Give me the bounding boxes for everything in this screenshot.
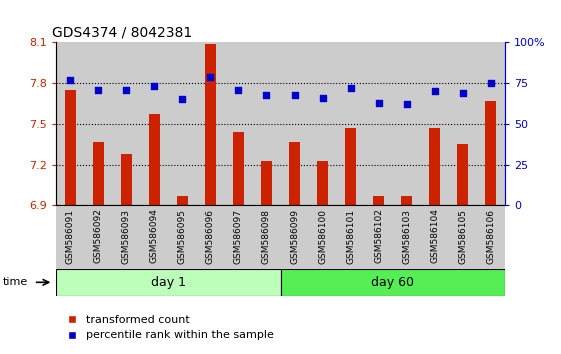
Bar — [280, 205, 309, 269]
Bar — [345, 128, 356, 205]
Text: GSM586106: GSM586106 — [486, 209, 495, 263]
Bar — [196, 42, 224, 205]
Bar — [56, 42, 84, 205]
Point — [430, 88, 439, 94]
Point — [262, 92, 271, 97]
Point — [318, 95, 327, 101]
Bar — [289, 142, 300, 205]
Text: GSM586101: GSM586101 — [346, 209, 355, 263]
Bar — [93, 142, 104, 205]
Bar — [252, 205, 280, 269]
Text: GSM586095: GSM586095 — [178, 209, 187, 263]
Bar — [56, 269, 280, 296]
Bar — [280, 42, 309, 205]
Point — [290, 92, 299, 97]
Bar — [365, 205, 393, 269]
Point — [374, 100, 383, 105]
Point — [206, 74, 215, 80]
Bar — [429, 128, 440, 205]
Bar — [205, 44, 216, 205]
Bar — [252, 42, 280, 205]
Bar — [477, 205, 505, 269]
Bar — [393, 42, 421, 205]
Bar — [309, 205, 337, 269]
Point — [402, 102, 411, 107]
Bar — [121, 154, 132, 205]
Bar — [477, 42, 505, 205]
Text: GSM586105: GSM586105 — [458, 209, 467, 263]
Bar — [365, 42, 393, 205]
Bar — [140, 205, 168, 269]
Legend: transformed count, percentile rank within the sample: transformed count, percentile rank withi… — [62, 310, 278, 345]
Bar — [196, 205, 224, 269]
Point — [66, 77, 75, 83]
Text: GSM586100: GSM586100 — [318, 209, 327, 263]
Bar — [449, 205, 477, 269]
Text: GSM586093: GSM586093 — [122, 209, 131, 263]
Text: day 1: day 1 — [151, 276, 186, 289]
Text: GSM586104: GSM586104 — [430, 209, 439, 263]
Bar — [337, 42, 365, 205]
Bar — [309, 42, 337, 205]
Bar — [84, 42, 112, 205]
Text: day 60: day 60 — [371, 276, 414, 289]
Text: GSM586092: GSM586092 — [94, 209, 103, 263]
Bar — [421, 205, 449, 269]
Bar — [485, 101, 496, 205]
Point — [234, 87, 243, 92]
Bar — [84, 205, 112, 269]
Bar — [337, 205, 365, 269]
Point — [94, 87, 103, 92]
Text: GSM586099: GSM586099 — [290, 209, 299, 263]
Bar — [421, 42, 449, 205]
Text: GSM586103: GSM586103 — [402, 209, 411, 263]
Bar — [112, 42, 140, 205]
Point — [178, 97, 187, 102]
Bar — [65, 90, 76, 205]
Text: GSM586098: GSM586098 — [262, 209, 271, 263]
Bar — [168, 205, 196, 269]
Text: GSM586097: GSM586097 — [234, 209, 243, 263]
Bar — [317, 160, 328, 205]
Bar — [261, 160, 272, 205]
Bar — [280, 269, 505, 296]
Point — [346, 85, 355, 91]
Bar — [177, 196, 188, 205]
Bar — [449, 42, 477, 205]
Bar — [373, 196, 384, 205]
Bar — [168, 42, 196, 205]
Text: GSM586091: GSM586091 — [66, 209, 75, 263]
Bar — [233, 132, 244, 205]
Bar — [140, 42, 168, 205]
Text: GDS4374 / 8042381: GDS4374 / 8042381 — [52, 26, 192, 40]
Bar — [457, 144, 468, 205]
Bar — [56, 205, 84, 269]
Point — [458, 90, 467, 96]
Bar — [401, 196, 412, 205]
Bar — [224, 205, 252, 269]
Bar — [393, 205, 421, 269]
Point — [150, 84, 159, 89]
Text: GSM586102: GSM586102 — [374, 209, 383, 263]
Bar — [224, 42, 252, 205]
Text: time: time — [3, 277, 28, 287]
Point — [122, 87, 131, 92]
Point — [486, 80, 495, 86]
Bar — [112, 205, 140, 269]
Text: GSM586094: GSM586094 — [150, 209, 159, 263]
Bar — [149, 114, 160, 205]
Text: GSM586096: GSM586096 — [206, 209, 215, 263]
